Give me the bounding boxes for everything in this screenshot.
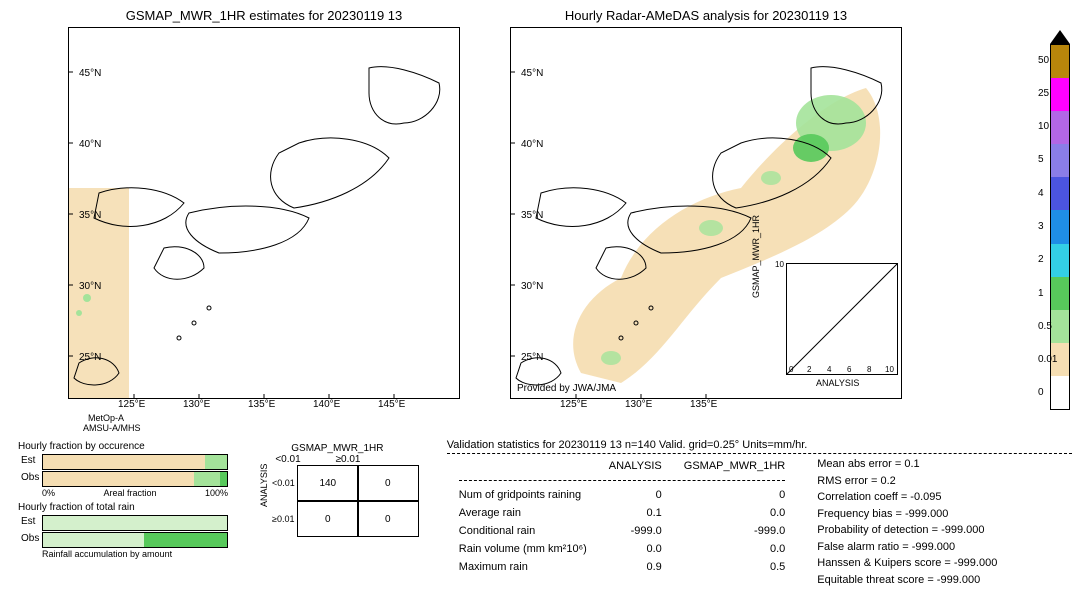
satellite-label-2: AMSU-A/MHS	[83, 423, 460, 433]
tot-obs-bar: Obs	[42, 532, 228, 548]
tot-title: Hourly fraction of total rain	[18, 502, 228, 513]
bottom-row: Hourly fraction by occurence Est Obs 0% …	[8, 439, 1072, 588]
xtick: 145°E	[378, 399, 405, 410]
xtick: 130°E	[183, 399, 210, 410]
scatter-ylabel: GSMAP_MWR_1HR	[751, 215, 761, 298]
right-map-panel: Hourly Radar-AMeDAS analysis for 2023011…	[510, 8, 902, 433]
ytick: 40°N	[79, 139, 101, 150]
svg-text:45°N: 45°N	[521, 68, 543, 79]
contingency-table: GSMAP_MWR_1HR <0.01 ≥0.01 ANALYSIS <0.01…	[258, 443, 417, 537]
top-row: GSMAP_MWR_1HR estimates for 20230119 13	[8, 8, 1072, 433]
scatter-xlabel: ANALYSIS	[816, 378, 859, 388]
ct-cell: 0	[357, 501, 419, 537]
occ-obs-bar: Obs	[42, 471, 228, 487]
svg-text:40°N: 40°N	[521, 139, 543, 150]
ytick: 30°N	[79, 281, 101, 292]
ct-cell: 0	[297, 501, 359, 537]
right-map-title: Hourly Radar-AMeDAS analysis for 2023011…	[510, 8, 902, 23]
rain-accum-label: Rainfall accumulation by amount	[42, 549, 228, 559]
bar-charts: Hourly fraction by occurence Est Obs 0% …	[18, 439, 228, 559]
right-map-box: 25°N 30°N 35°N 40°N 45°N 0 10 2 4 6 8	[510, 27, 902, 399]
stats-right: Mean abs error = 0.1RMS error = 0.2Corre…	[817, 456, 997, 588]
svg-text:4: 4	[827, 365, 832, 374]
left-map-svg: 25°N 30°N 35°N 40°N 45°N	[69, 28, 459, 398]
provided-by: Provided by JWA/JMA	[517, 383, 616, 394]
left-map-title: GSMAP_MWR_1HR estimates for 20230119 13	[68, 8, 460, 23]
svg-text:6: 6	[847, 365, 852, 374]
xtick: 140°E	[313, 399, 340, 410]
ytick: 35°N	[79, 210, 101, 221]
left-map-box: 25°N 30°N 35°N 40°N 45°N	[68, 27, 460, 399]
svg-text:8: 8	[867, 365, 872, 374]
ytick: 45°N	[79, 68, 101, 79]
colorbar-arrow-icon	[1050, 30, 1070, 44]
occ-title: Hourly fraction by occurence	[18, 441, 228, 452]
left-map-panel: GSMAP_MWR_1HR estimates for 20230119 13	[68, 8, 460, 433]
svg-text:25°N: 25°N	[521, 352, 543, 363]
ct-cell: 140	[297, 465, 359, 501]
divider	[447, 453, 1072, 454]
ytick: 25°N	[79, 352, 101, 363]
satellite-label-1: MetOp-A	[88, 413, 460, 423]
xtick: 135°E	[248, 399, 275, 410]
scatter-plot: 0 10 2 4 6 8	[786, 263, 898, 375]
stats-table: ANALYSIS GSMAP_MWR_1HR Num of gridpoints…	[447, 456, 797, 577]
validation-block: Validation statistics for 20230119 13 n=…	[447, 439, 1072, 588]
colorbar	[1050, 30, 1070, 410]
svg-text:10: 10	[885, 365, 894, 374]
xtick: 125°E	[118, 399, 145, 410]
svg-text:35°N: 35°N	[521, 210, 543, 221]
svg-text:2: 2	[807, 365, 812, 374]
svg-text:30°N: 30°N	[521, 281, 543, 292]
occ-est-bar: Est	[42, 454, 228, 470]
tot-est-bar: Est	[42, 515, 228, 531]
validation-title: Validation statistics for 20230119 13 n=…	[447, 439, 1072, 451]
svg-text:0: 0	[789, 365, 794, 374]
ct-cell: 0	[357, 465, 419, 501]
